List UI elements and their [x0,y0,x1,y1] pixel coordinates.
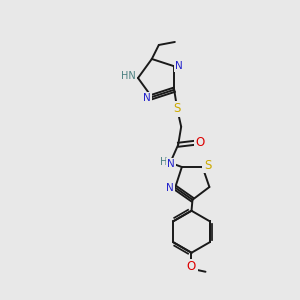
Text: N: N [175,61,183,71]
Text: N: N [143,93,151,103]
Text: N: N [166,183,174,193]
Text: O: O [187,260,196,273]
Text: O: O [196,136,205,149]
Text: H: H [160,157,168,167]
Text: S: S [204,158,211,172]
Text: HN: HN [121,71,136,81]
Text: N: N [167,159,175,169]
Text: S: S [173,102,181,115]
